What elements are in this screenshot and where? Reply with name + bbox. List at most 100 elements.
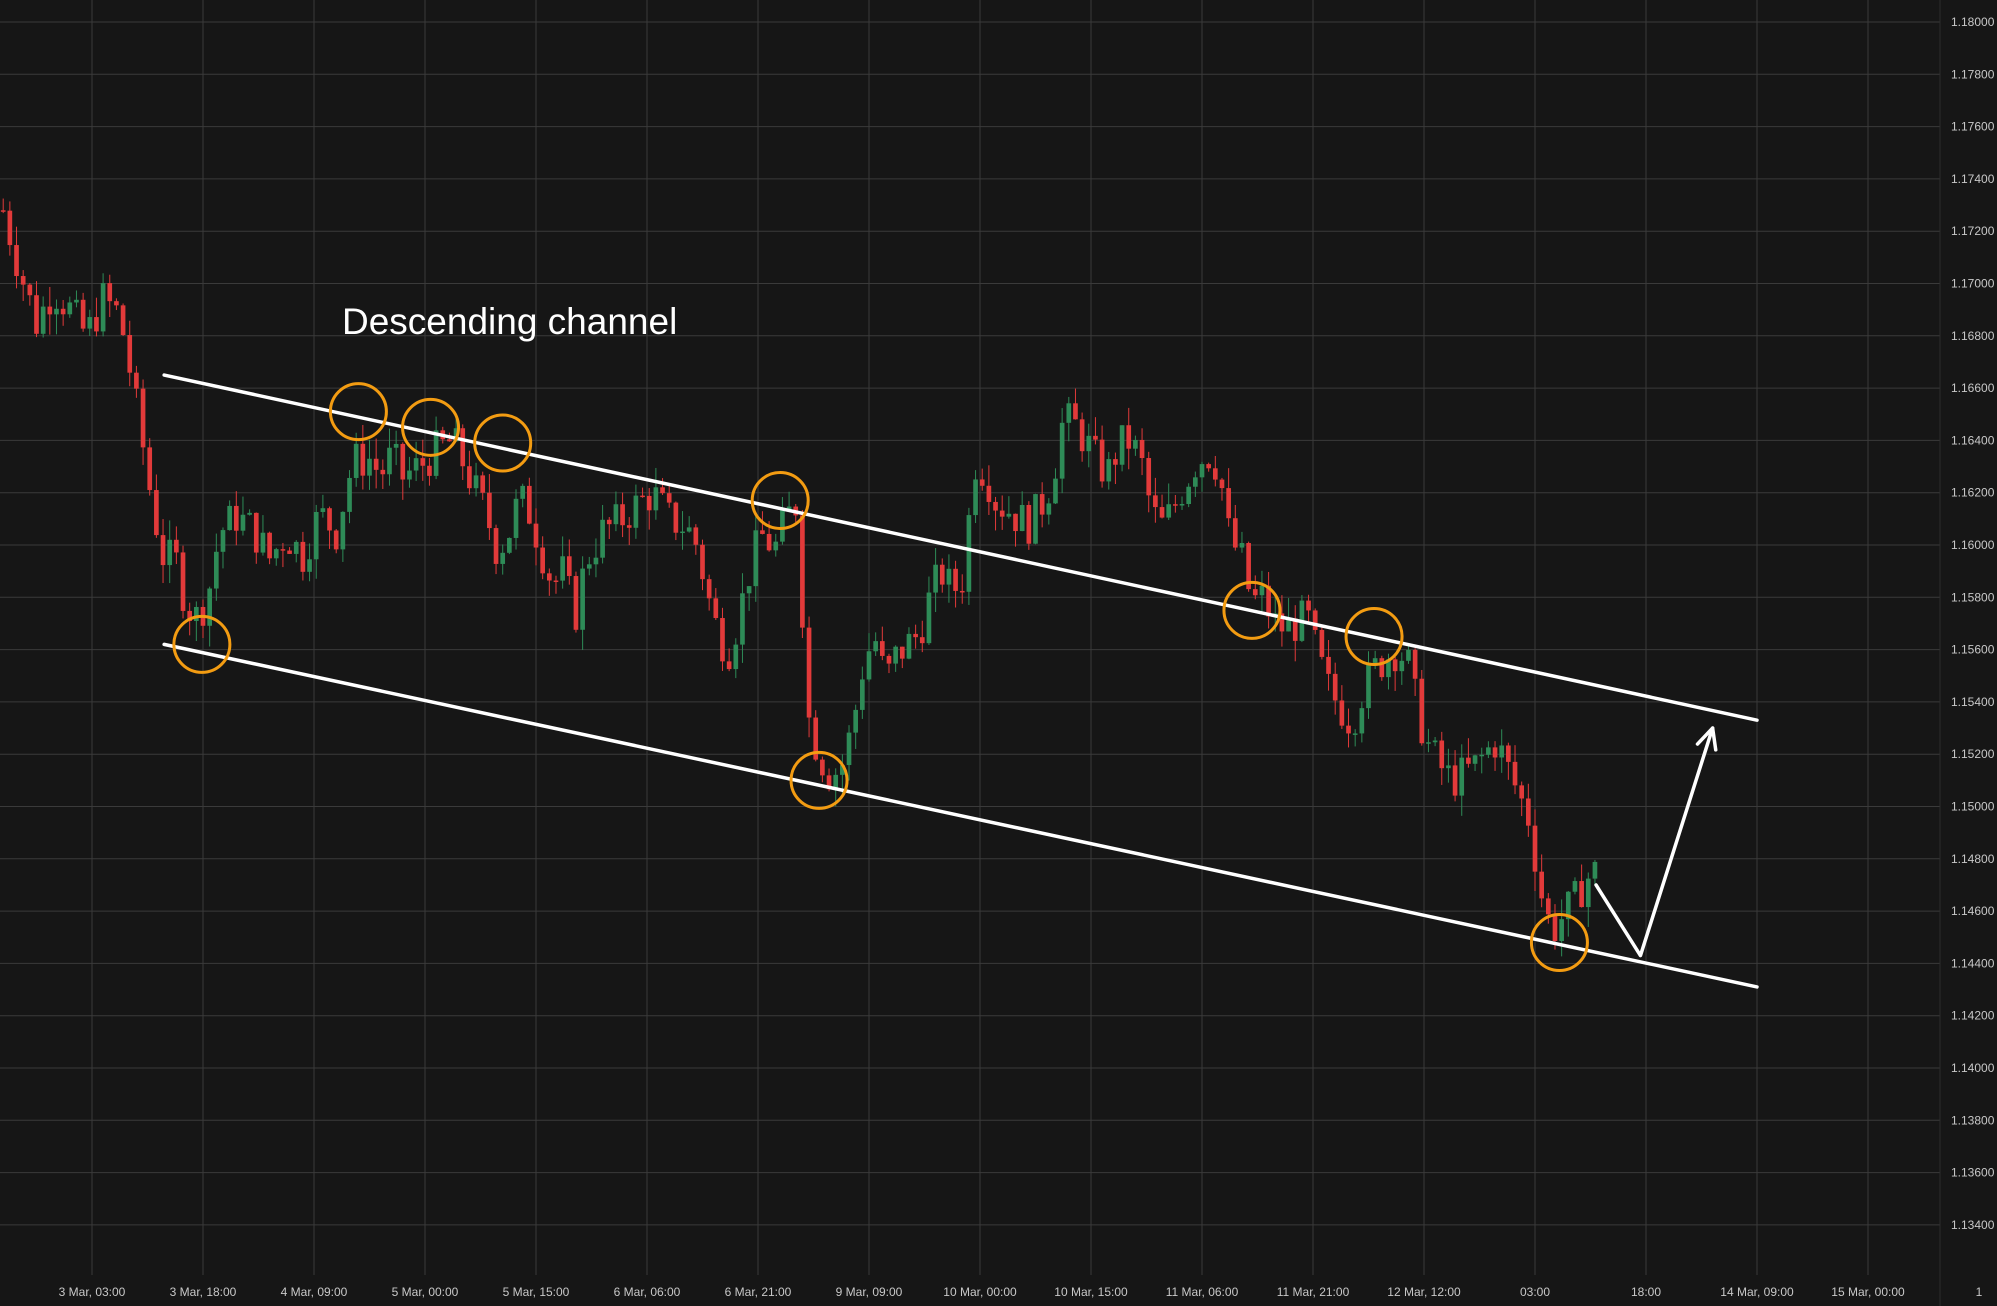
y-tick-label: 1.13400: [1951, 1218, 1995, 1232]
candle-body: [646, 495, 652, 511]
candle-body: [1139, 439, 1145, 459]
candle-body: [899, 646, 905, 659]
y-tick-label: 1.14000: [1951, 1061, 1995, 1075]
y-tick-label: 1.14400: [1951, 956, 1995, 970]
candle-body: [307, 559, 312, 572]
x-tick-label: 14 Mar, 09:00: [1720, 1285, 1794, 1299]
candle-body: [140, 388, 146, 448]
candle-body: [553, 580, 559, 583]
candle-body: [47, 306, 53, 315]
candle-body: [1486, 747, 1491, 755]
chart-title: Descending channel: [342, 301, 677, 342]
axes: 1.18000 1.17800 1.17600 1.17400 1.17200 1.170…: [59, 15, 1995, 1299]
x-tick-label: 18:00: [1631, 1285, 1661, 1299]
candle-body: [840, 765, 845, 775]
candle-body: [1279, 613, 1285, 632]
candle-body: [886, 655, 892, 664]
candle-body: [1306, 600, 1311, 611]
candle-body: [873, 641, 878, 652]
candle-body: [413, 458, 419, 471]
y-tick-label: 1.16600: [1951, 381, 1995, 395]
candle-body: [1079, 419, 1085, 452]
candle-body: [420, 458, 426, 466]
y-tick-label: 1.16800: [1951, 329, 1995, 343]
candle-body: [180, 552, 186, 611]
candle-body: [520, 485, 526, 499]
candle-body: [753, 530, 759, 587]
candle-body: [1106, 459, 1112, 482]
candle-body: [713, 598, 719, 619]
candle-body: [333, 530, 339, 550]
candle-body: [134, 372, 139, 389]
candle-body: [1426, 742, 1431, 744]
candle-body: [1326, 656, 1331, 674]
candle-body: [593, 557, 599, 565]
candle-body: [1492, 747, 1498, 758]
candle-body: [393, 443, 399, 448]
candle-body: [327, 508, 332, 531]
y-tick-label: 1.16000: [1951, 538, 1995, 552]
candle-body: [1246, 543, 1251, 590]
candle-body: [993, 501, 998, 511]
candle-body: [207, 588, 212, 626]
candle-body: [160, 535, 166, 566]
candle-body: [706, 579, 712, 599]
candle-body: [1146, 458, 1152, 496]
candle-body: [487, 492, 492, 529]
candle-body: [933, 564, 938, 593]
candle-body: [1166, 504, 1172, 518]
candle-body: [726, 661, 732, 670]
x-tick-label: 5 Mar, 15:00: [503, 1285, 570, 1299]
candle-body: [633, 495, 639, 528]
candle-body: [407, 470, 412, 480]
candle-body: [1013, 513, 1018, 532]
candle-body: [1059, 422, 1065, 479]
candle-body: [167, 539, 173, 566]
candle-body: [353, 443, 359, 478]
touch-point-circle: [789, 750, 849, 810]
candle-body: [953, 568, 958, 591]
candle-body: [1066, 403, 1072, 423]
candle-body: [40, 306, 46, 334]
candle-body: [27, 284, 33, 296]
candle-body: [1239, 543, 1245, 548]
candle-body: [513, 498, 519, 538]
candle-body: [67, 302, 73, 315]
x-tick-label: 11 Mar, 21:00: [1277, 1285, 1350, 1299]
y-tick-label: 1.17600: [1951, 120, 1995, 134]
y-tick-label: 1.17800: [1951, 67, 1995, 81]
x-tick-label: 1: [1976, 1285, 1983, 1299]
candle-body: [187, 610, 193, 621]
candle-body: [1153, 495, 1158, 508]
touch-point-circle: [750, 471, 810, 531]
x-tick-label: 9 Mar, 09:00: [836, 1285, 903, 1299]
candle-body: [1406, 649, 1411, 661]
candle-body: [760, 530, 765, 534]
channel-upper-line: [162, 373, 1759, 722]
candle-body: [1346, 725, 1351, 734]
y-tick-label: 1.17400: [1951, 172, 1995, 186]
candle-body: [1432, 740, 1438, 743]
x-tick-label: 12 Mar, 12:00: [1387, 1285, 1461, 1299]
candle-body: [60, 308, 66, 315]
candle-body: [1352, 733, 1358, 735]
candle-body: [846, 732, 852, 766]
candle-body: [1359, 708, 1365, 734]
candle-body: [860, 679, 865, 710]
candle-body: [913, 633, 918, 638]
candle-body: [926, 592, 932, 644]
y-tick-label: 1.14200: [1951, 1009, 1995, 1023]
touch-point-circle: [1529, 912, 1589, 972]
candle-body: [540, 547, 545, 574]
candle-body: [1093, 435, 1098, 440]
candle-body: [1472, 755, 1478, 764]
candle-body: [14, 245, 19, 277]
candle-body: [54, 308, 59, 315]
x-tick-label: 3 Mar, 18:00: [170, 1285, 237, 1299]
candle-body: [946, 568, 952, 585]
candle-body: [1006, 513, 1012, 517]
candle-body: [919, 637, 925, 644]
